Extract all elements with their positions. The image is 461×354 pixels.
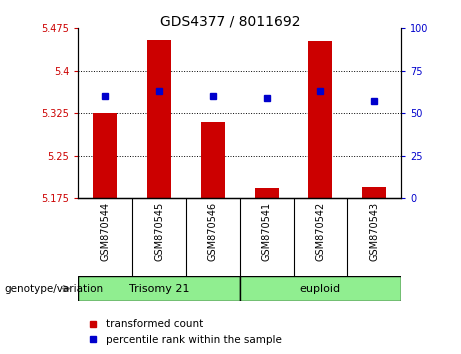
Bar <box>201 122 225 198</box>
Text: GSM870544: GSM870544 <box>100 202 110 261</box>
Bar <box>78 276 240 301</box>
Bar <box>93 113 118 198</box>
Text: GSM870543: GSM870543 <box>369 202 379 261</box>
Text: GSM870545: GSM870545 <box>154 202 164 261</box>
Text: GDS4377 / 8011692: GDS4377 / 8011692 <box>160 14 301 28</box>
Text: euploid: euploid <box>300 284 341 293</box>
Text: GSM870542: GSM870542 <box>315 202 325 261</box>
Bar <box>147 40 171 198</box>
Legend: transformed count, percentile rank within the sample: transformed count, percentile rank withi… <box>83 315 287 349</box>
Bar <box>240 276 401 301</box>
Text: Trisomy 21: Trisomy 21 <box>129 284 189 293</box>
Text: genotype/variation: genotype/variation <box>5 284 104 293</box>
Text: GSM870546: GSM870546 <box>208 202 218 261</box>
Bar <box>362 187 386 198</box>
Bar <box>308 41 332 198</box>
Bar <box>254 188 279 198</box>
Text: GSM870541: GSM870541 <box>261 202 272 261</box>
